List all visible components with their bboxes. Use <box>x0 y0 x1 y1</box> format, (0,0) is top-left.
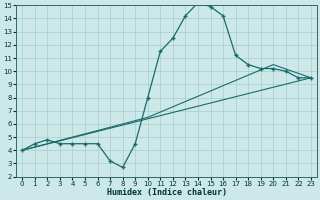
X-axis label: Humidex (Indice chaleur): Humidex (Indice chaleur) <box>107 188 227 197</box>
